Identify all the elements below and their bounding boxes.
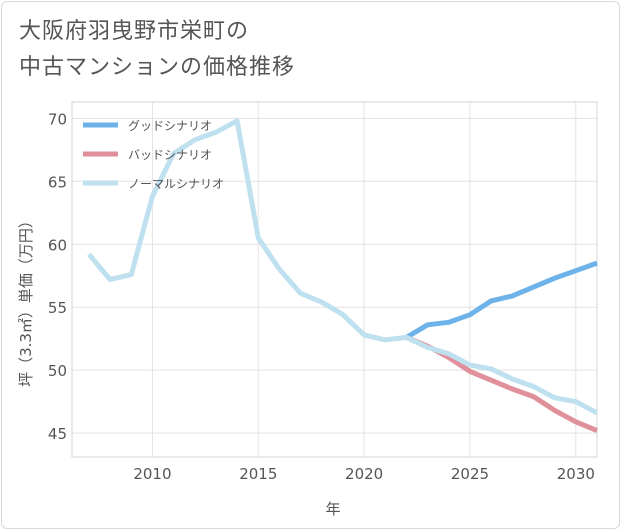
chart-title-line2: 中古マンションの価格推移 [19, 55, 296, 80]
y-tick-label: 55 [48, 299, 67, 317]
y-axis-title: 坪（3.3㎡）単価（万円） [17, 213, 35, 387]
plot-area [71, 101, 598, 458]
x-tick-label: 2025 [451, 465, 489, 483]
y-tick-label: 65 [48, 173, 67, 191]
chart-title: 大阪府羽曳野市栄町の 中古マンションの価格推移 [19, 14, 295, 86]
series-line-good [405, 260, 598, 340]
x-tick-label: 2030 [557, 465, 595, 483]
legend-label-normal: ノーマルシナリオ [128, 177, 224, 191]
x-axis-ticks: 2010 2015 2020 2025 2030 [133, 465, 595, 483]
y-tick-label: 70 [48, 110, 67, 128]
legend-label-bad: バッドシナリオ [128, 148, 212, 162]
x-tick-label: 2020 [345, 465, 383, 483]
x-tick-label: 2015 [239, 465, 277, 483]
chart-title-line1: 大阪府羽曳野市栄町の [19, 19, 250, 44]
legend-label-good: グッドシナリオ [128, 119, 212, 133]
y-tick-label: 45 [48, 425, 67, 443]
series-lines [86, 118, 599, 433]
x-axis-title: 年 [325, 500, 340, 518]
series-line-normal [86, 118, 599, 416]
y-tick-label: 50 [48, 362, 67, 380]
y-tick-label: 60 [48, 236, 67, 254]
x-tick-label: 2010 [133, 465, 171, 483]
y-axis-ticks: 45 50 55 60 65 70 [48, 110, 67, 443]
